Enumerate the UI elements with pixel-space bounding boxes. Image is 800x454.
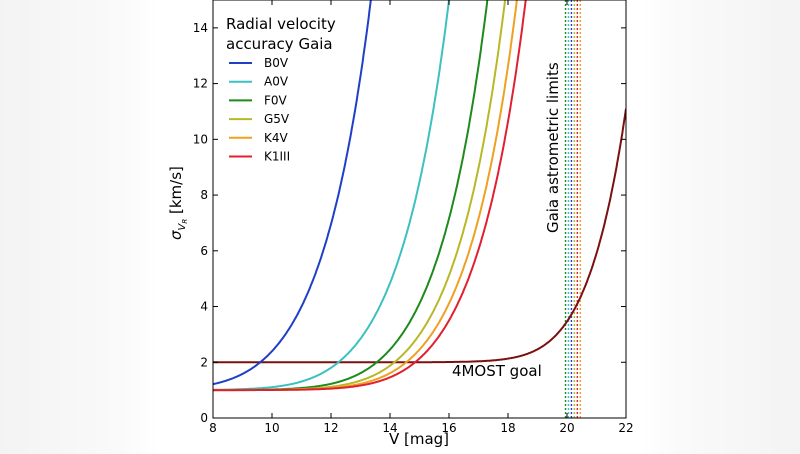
y-axis-label-sub: V	[177, 222, 188, 230]
goal-label: 4MOST goal	[452, 362, 542, 380]
y-tick-label: 10	[193, 132, 208, 146]
x-tick-label: 14	[382, 421, 397, 435]
legend-label-k4v: K4V	[264, 131, 289, 145]
x-tick-label: 12	[323, 421, 338, 435]
y-tick-label: 8	[200, 188, 208, 202]
y-tick-label: 6	[200, 244, 208, 258]
y-tick-label: 14	[193, 21, 208, 35]
series-line-k1iii	[213, 0, 527, 392]
axes: 8 10 12 14 16 18 20 22 0 2 4 6 8 10 12 14	[193, 0, 634, 435]
series-line-b0v	[213, 0, 372, 386]
y-tick-label: 12	[193, 77, 208, 91]
x-tick-label: 18	[500, 421, 515, 435]
y-tick-label: 4	[200, 300, 208, 314]
legend-label-g5v: G5V	[264, 112, 290, 126]
plot-frame	[212, 0, 627, 419]
y-axis-label-subsub: R	[181, 219, 189, 224]
astrometric-limits-label: Gaia astrometric limits	[544, 62, 562, 233]
x-tick-label: 20	[559, 421, 574, 435]
svg-text:σVR [km/s]: σVR [km/s]	[167, 166, 189, 240]
y-tick-label: 0	[200, 411, 208, 425]
x-tick-label: 16	[441, 421, 456, 435]
x-tick-label: 8	[209, 421, 217, 435]
chart-title-line-1: Radial velocity	[226, 15, 336, 33]
legend: B0V A0V F0V G5V K4V K1III	[229, 56, 290, 164]
series-line-a0v	[213, 0, 451, 391]
y-axis-label-unit-text: [km/s]	[167, 166, 185, 214]
x-tick-label: 22	[618, 421, 633, 435]
legend-label-k1iii: K1III	[264, 150, 290, 164]
astrometric-limit-lines	[564, 0, 581, 418]
y-axis-label: σVR [km/s]	[167, 166, 189, 240]
y-tick-label: 2	[200, 355, 208, 369]
y-axis-label-symbol: σ	[167, 230, 185, 240]
series-line-goal	[213, 108, 626, 364]
legend-label-b0v: B0V	[264, 56, 289, 70]
chart-title-line-2: accuracy Gaia	[226, 35, 333, 53]
legend-label-a0v: A0V	[264, 75, 289, 89]
legend-label-f0v: F0V	[264, 93, 288, 107]
series-lines	[213, 0, 626, 392]
x-axis-label: V [mag]	[389, 430, 449, 448]
x-tick-label: 10	[264, 421, 279, 435]
